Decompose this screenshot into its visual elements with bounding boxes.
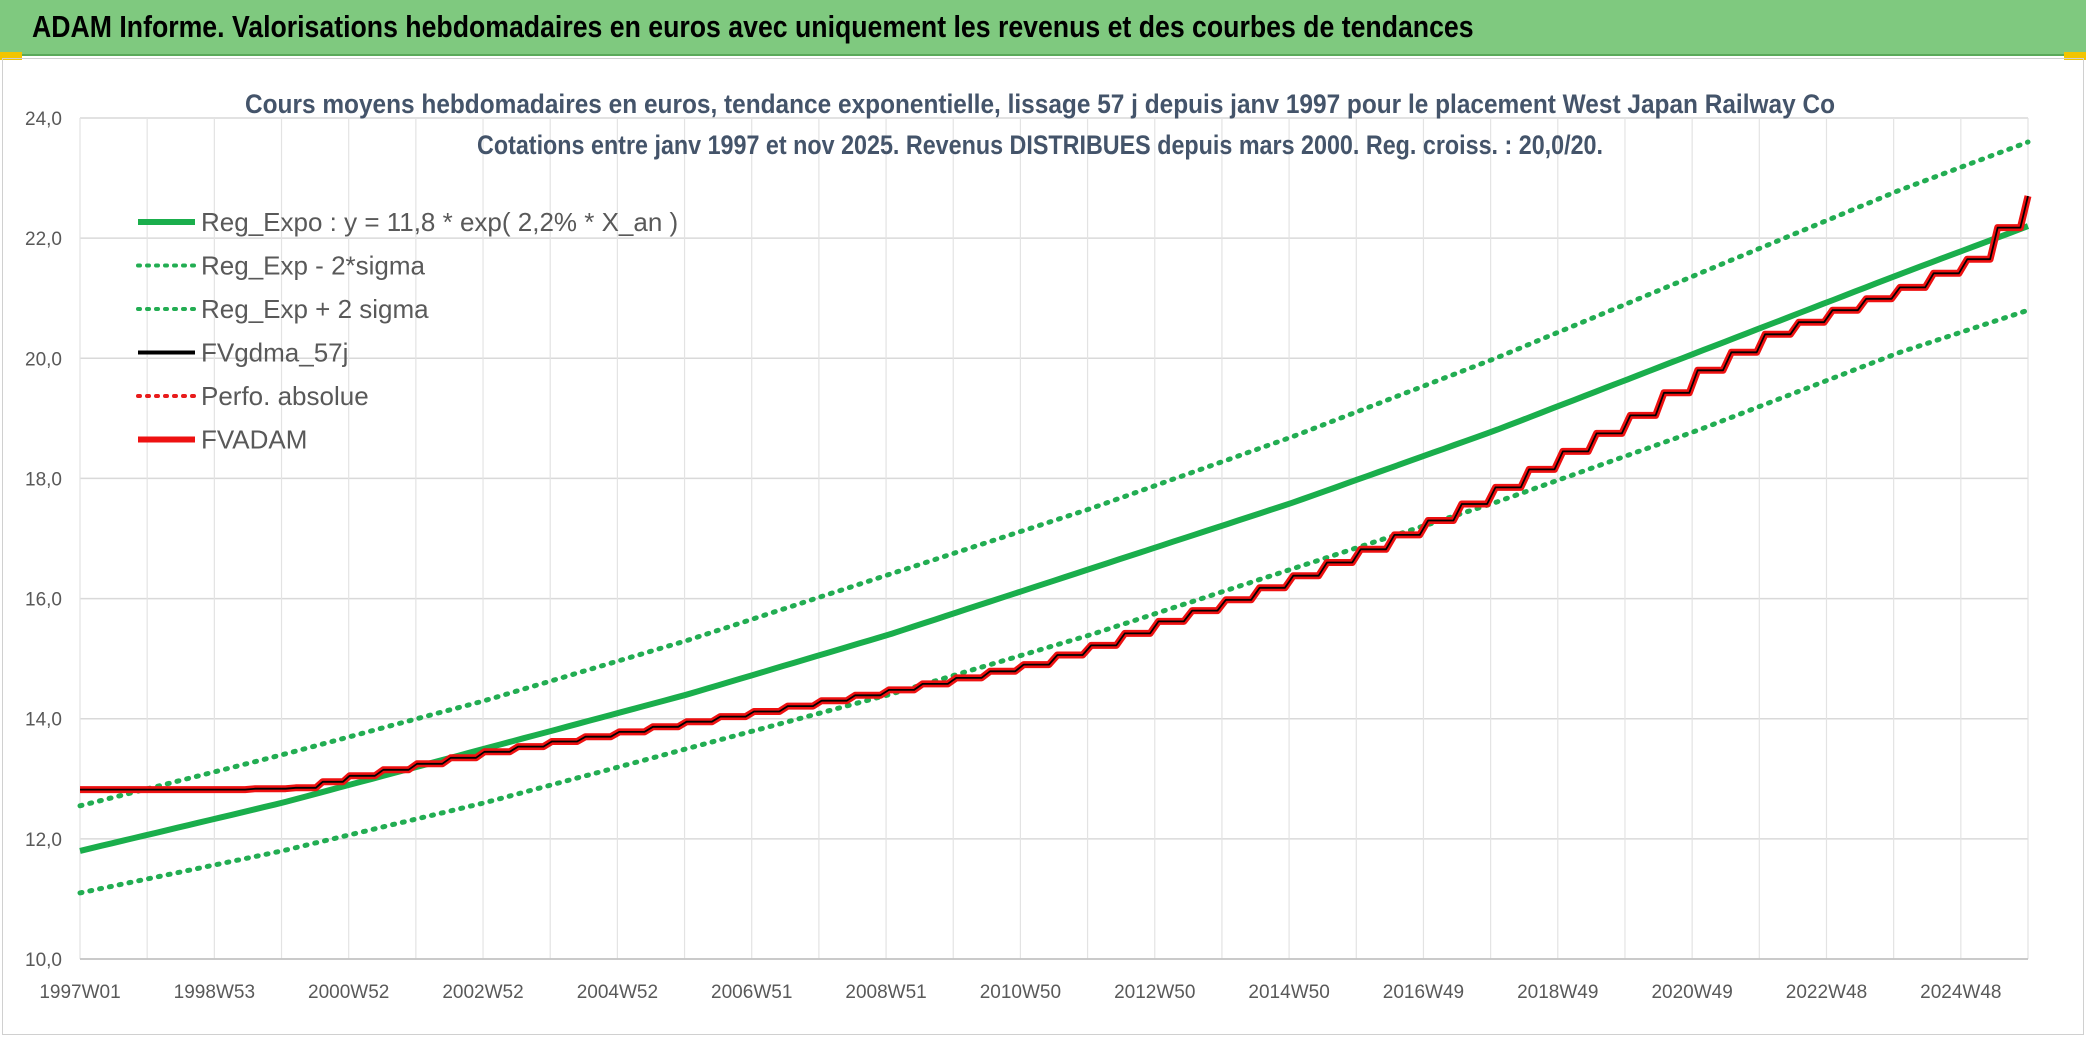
legend-label: FVADAM	[201, 425, 307, 455]
y-tick-label: 20,0	[25, 349, 62, 370]
chart-frame	[2, 58, 2084, 1035]
x-tick-label: 2014W50	[1248, 982, 1329, 1003]
corner-marker-right	[2064, 52, 2086, 60]
y-tick-label: 10,0	[25, 950, 62, 971]
x-tick-label: 2012W50	[1114, 982, 1195, 1003]
y-axis: 10,0 12,0 14,0 16,0 18,0 20,0 22,0 24,0	[25, 109, 62, 971]
series-fvadam	[80, 195, 2032, 794]
x-tick-label: 2002W52	[442, 982, 523, 1003]
x-tick-label: 2022W48	[1786, 982, 1867, 1003]
legend-label: Reg_Exp - 2*sigma	[201, 251, 426, 281]
corner-marker-left	[0, 52, 22, 60]
banner-title: ADAM Informe. Valorisations hebdomadaire…	[32, 9, 1474, 44]
x-tick-label: 2006W51	[711, 982, 792, 1003]
y-tick-label: 24,0	[25, 109, 62, 130]
legend-label: Perfo. absolue	[201, 381, 369, 411]
x-tick-label: 2008W51	[845, 982, 926, 1003]
chart-title-line1: Cours moyens hebdomadaires en euros, ten…	[245, 89, 1835, 119]
x-tick-label: 2016W49	[1383, 982, 1464, 1003]
report-banner: ADAM Informe. Valorisations hebdomadaire…	[0, 0, 2086, 56]
x-axis: 1997W01 1998W53 2000W52 2002W52 2004W52 2006W…	[39, 982, 2001, 1003]
x-tick-label: 2010W50	[980, 982, 1061, 1003]
y-tick-label: 14,0	[25, 710, 62, 731]
x-tick-label: 2004W52	[577, 982, 658, 1003]
y-tick-label: 22,0	[25, 229, 62, 250]
legend-label: Reg_Exp + 2 sigma	[201, 294, 429, 324]
x-tick-label: 1997W01	[39, 982, 120, 1003]
series-reg-exp-minus-2sigma	[77, 307, 2031, 896]
legend-label: Reg_Expo : y = 11,8 * exp( 2,2% * X_an )	[201, 207, 678, 237]
x-tick-label: 1998W53	[174, 982, 255, 1003]
y-tick-label: 12,0	[25, 830, 62, 851]
y-tick-label: 16,0	[25, 590, 62, 611]
legend-label: FVgdma_57j	[201, 338, 348, 368]
x-tick-label: 2018W49	[1517, 982, 1598, 1003]
series-fvgdma-57j	[80, 195, 2029, 791]
x-tick-label: 2024W48	[1920, 982, 2001, 1003]
x-tick-label: 2020W49	[1651, 982, 1732, 1003]
legend: Reg_Expo : y = 11,8 * exp( 2,2% * X_an )…	[136, 207, 678, 455]
series-layer	[77, 139, 2032, 896]
y-tick-label: 18,0	[25, 469, 62, 490]
chart-title-line2: Cotations entre janv 1997 et nov 2025. R…	[477, 130, 1603, 160]
x-tick-label: 2000W52	[308, 982, 389, 1003]
grid	[79, 117, 2029, 960]
series-reg-exp-plus-2sigma	[77, 139, 2031, 809]
